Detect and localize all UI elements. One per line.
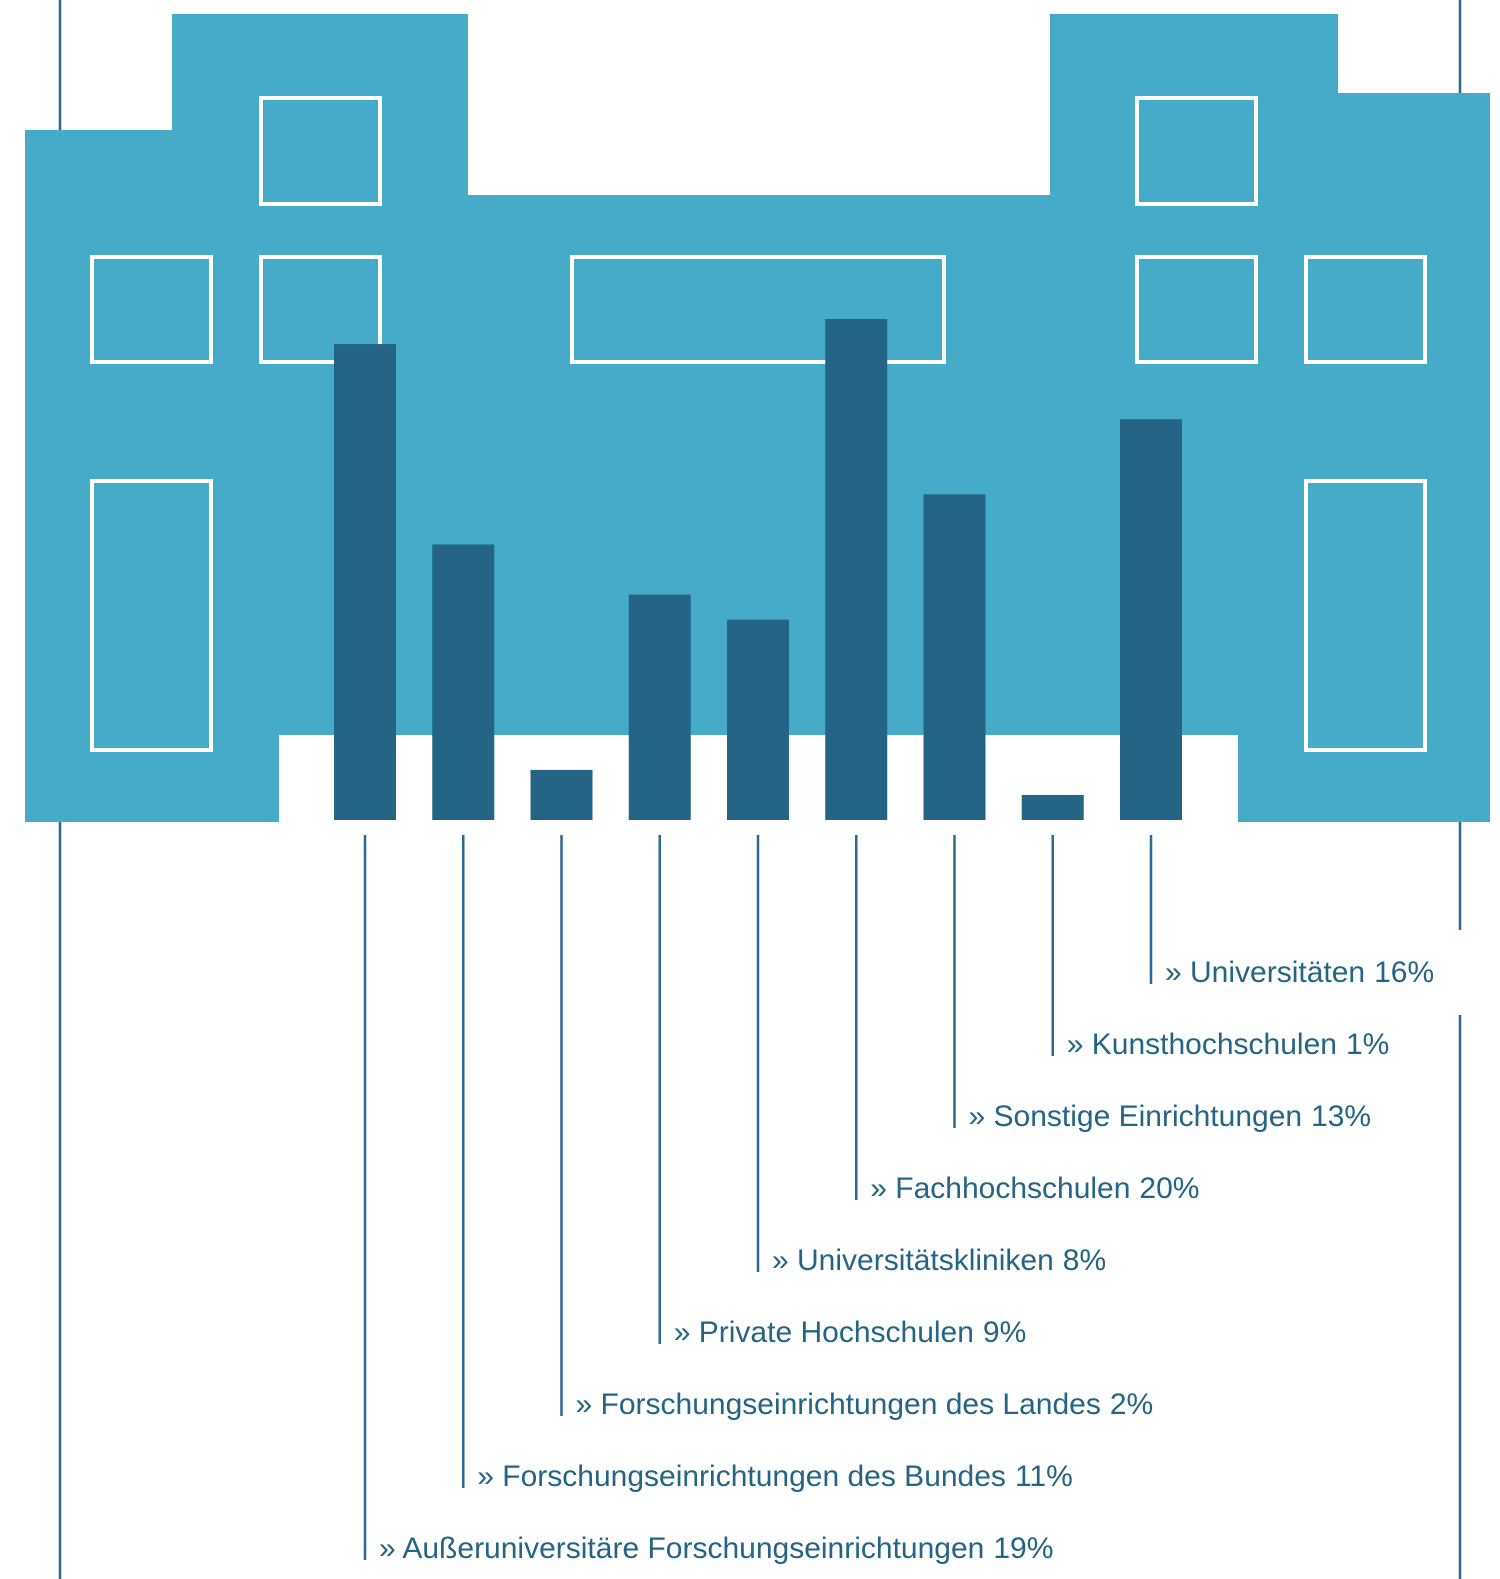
category-label: » Forschungseinrichtungen des Landes <box>576 1388 1101 1421</box>
bar <box>1120 419 1182 820</box>
window <box>1304 255 1427 364</box>
value-label: 19% <box>993 1532 1053 1565</box>
data-label: » Außeruniversitäre Forschungseinrichtun… <box>379 1532 1053 1565</box>
data-label: » Fachhochschulen 20% <box>870 1172 1199 1205</box>
data-label: » Universitäten 16% <box>1165 956 1434 989</box>
category-label: » Universitätskliniken <box>772 1244 1054 1277</box>
bar <box>334 344 396 820</box>
bar <box>1021 794 1084 820</box>
value-label: 20% <box>1139 1172 1199 1205</box>
value-label: 11% <box>1015 1460 1073 1493</box>
bar <box>432 544 495 820</box>
data-label: » Kunsthochschulen 1% <box>1067 1028 1390 1061</box>
data-label: » Private Hochschulen 9% <box>674 1316 1027 1349</box>
bar <box>727 619 789 820</box>
window <box>90 479 213 752</box>
value-label: 8% <box>1063 1244 1106 1277</box>
category-label: » Universitäten <box>1165 956 1365 989</box>
bar <box>923 494 986 820</box>
window <box>1135 255 1258 364</box>
data-label: » Forschungseinrichtungen des Bundes 11% <box>477 1460 1073 1493</box>
value-label: 1% <box>1346 1028 1389 1061</box>
category-label: » Kunsthochschulen <box>1067 1028 1337 1061</box>
data-label: » Sonstige Einrichtungen 13% <box>969 1100 1372 1133</box>
data-label: » Universitätskliniken 8% <box>772 1244 1106 1277</box>
category-label: » Private Hochschulen <box>674 1316 974 1349</box>
value-label: 9% <box>983 1316 1026 1349</box>
data-label: » Forschungseinrichtungen des Landes 2% <box>576 1388 1154 1421</box>
window <box>259 255 382 364</box>
category-label: » Forschungseinrichtungen des Bundes <box>477 1460 1006 1493</box>
window <box>1135 96 1258 206</box>
category-label: » Außeruniversitäre Forschungseinrichtun… <box>379 1532 984 1565</box>
window <box>570 255 946 364</box>
bar <box>628 594 691 820</box>
bar <box>825 319 888 820</box>
value-label: 2% <box>1110 1388 1153 1421</box>
category-label: » Sonstige Einrichtungen <box>969 1100 1303 1133</box>
window <box>259 96 382 206</box>
category-label: » Fachhochschulen <box>870 1172 1130 1205</box>
window <box>90 255 213 364</box>
window <box>1304 479 1427 752</box>
value-label: 16% <box>1374 956 1434 989</box>
value-label: 13% <box>1311 1100 1371 1133</box>
frame <box>58 0 1462 1579</box>
windows <box>90 96 1427 752</box>
bar <box>530 769 593 820</box>
